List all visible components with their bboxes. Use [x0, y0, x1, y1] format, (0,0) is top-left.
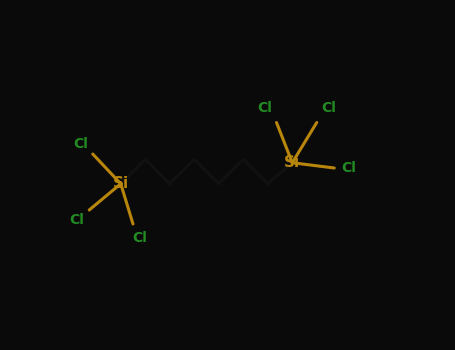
Text: Si: Si [113, 176, 129, 191]
Text: Cl: Cl [322, 102, 336, 116]
Text: Cl: Cl [73, 136, 88, 150]
Text: Si: Si [284, 155, 300, 170]
Text: Cl: Cl [70, 214, 85, 228]
Text: Cl: Cl [132, 231, 147, 245]
Text: Cl: Cl [257, 102, 272, 116]
Text: Cl: Cl [341, 161, 356, 175]
